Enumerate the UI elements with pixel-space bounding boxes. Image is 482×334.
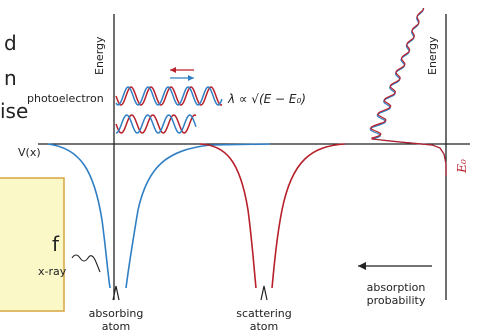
absorbing-atom-label-line-2: atom bbox=[102, 320, 131, 333]
xray-label: x-ray bbox=[38, 265, 67, 278]
clipped-text-fragment-1: d bbox=[4, 31, 17, 55]
upper-wave-blue bbox=[115, 86, 223, 106]
xray-squiggle-icon bbox=[71, 254, 101, 273]
outgoing-wave-arrowhead-icon bbox=[170, 67, 176, 73]
scattering-atom-marker bbox=[260, 285, 268, 301]
scattering-atom-label-line-1: scattering bbox=[236, 307, 291, 320]
clipped-text-fragment-4: f bbox=[52, 232, 60, 256]
photoelectron-label: photoelectron bbox=[27, 92, 104, 105]
backscattered-wave-arrowhead-icon bbox=[188, 75, 194, 81]
absorption-probability-arrowhead-icon bbox=[358, 262, 366, 270]
energy-axis-right-label: Energy bbox=[426, 36, 439, 75]
upper-wave-red bbox=[115, 86, 223, 106]
scattering-atom-label-line-2: atom bbox=[250, 320, 279, 333]
absorption-probability-label-line-1: absorption bbox=[367, 281, 426, 294]
absorbing-atom-potential bbox=[47, 143, 271, 289]
clipped-text-fragment-2: n bbox=[4, 66, 17, 90]
note-box bbox=[0, 177, 65, 312]
absorption-probability-label-line-2: probability bbox=[367, 294, 426, 307]
lower-wave-blue bbox=[115, 114, 197, 134]
absorbing-atom-marker bbox=[112, 285, 120, 301]
energy-axis-left-label: Energy bbox=[93, 36, 106, 75]
v-label: V(x) bbox=[18, 146, 41, 159]
clipped-text-fragment-3: ise bbox=[0, 99, 28, 123]
absorption-spectrum bbox=[369, 7, 447, 176]
spectrum-red bbox=[370, 7, 447, 176]
photoelectron-waves bbox=[115, 86, 223, 134]
wavelength-formula: λ ∝ √(E − E₀) bbox=[227, 92, 306, 106]
direction-arrows bbox=[170, 67, 194, 81]
scattering-atom-potential bbox=[199, 143, 346, 289]
e0-label: E₀ bbox=[455, 159, 469, 174]
spectrum-blue bbox=[369, 7, 447, 176]
absorbing-atom-label-line-1: absorbing bbox=[89, 307, 144, 320]
